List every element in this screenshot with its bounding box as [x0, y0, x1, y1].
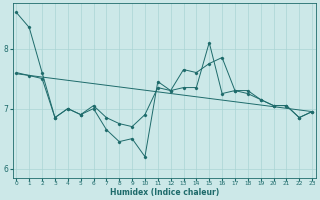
X-axis label: Humidex (Indice chaleur): Humidex (Indice chaleur) [109, 188, 219, 197]
